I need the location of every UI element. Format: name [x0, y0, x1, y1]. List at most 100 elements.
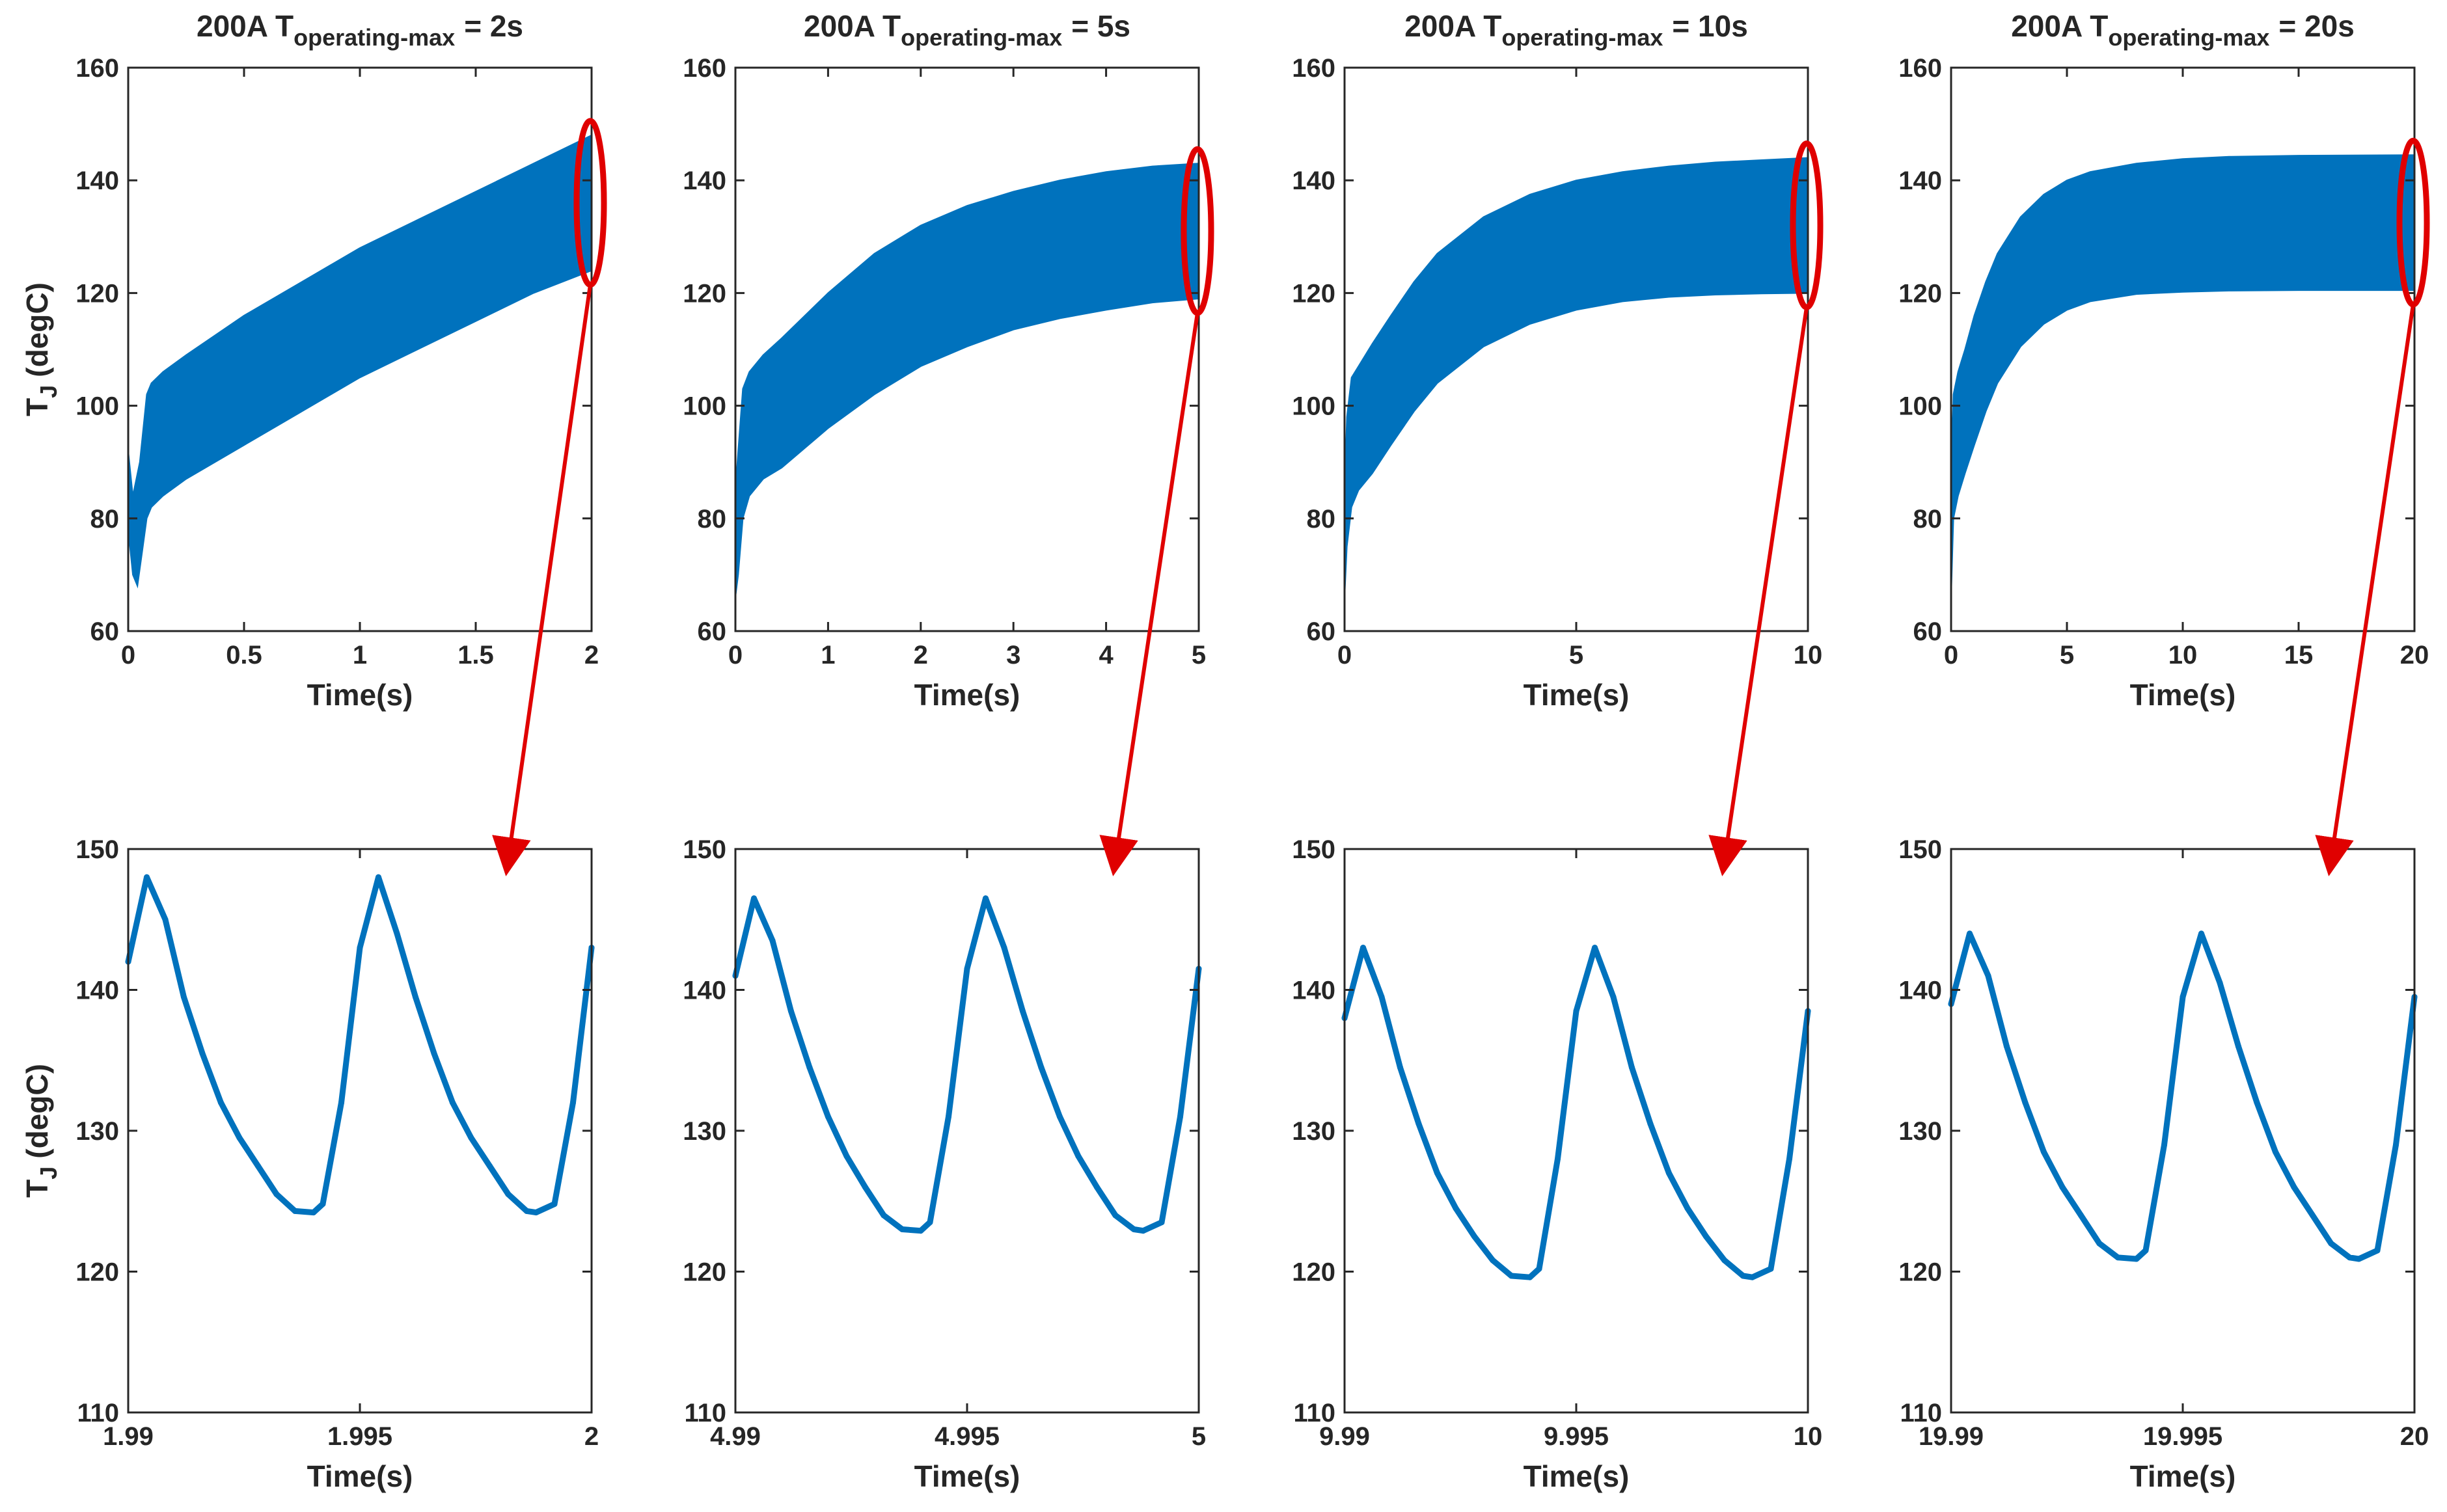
- data-point: [1647, 1120, 1654, 1127]
- zoom-arrow: [492, 284, 592, 876]
- data-point: [2077, 1212, 2084, 1219]
- chart-title-suffix: = 10s: [1672, 9, 1747, 43]
- data-point: [1056, 1113, 1063, 1120]
- data-point: [1985, 973, 1991, 979]
- chart-title: 200A Toperating-max = 10s: [1404, 9, 1748, 51]
- y-tick-label: 60: [1913, 617, 1943, 646]
- data-point: [2003, 1043, 2010, 1049]
- data-point: [2254, 1100, 2260, 1106]
- y-tick-label: 80: [1913, 505, 1943, 533]
- chart-panel-5: 110 120 130 140 150 4.99 4.995 5 Time(s): [683, 835, 1206, 1493]
- data-point: [1453, 1205, 1459, 1211]
- data-point: [1768, 1265, 1774, 1272]
- y-tick-label: 80: [1307, 505, 1336, 533]
- chart-title: 200A Toperating-max = 20s: [2011, 9, 2355, 51]
- data-point: [449, 1100, 456, 1106]
- series-line-0: [1341, 945, 1811, 1280]
- data-point: [751, 895, 757, 902]
- y-tick-label: 150: [683, 835, 726, 864]
- y-tick-label: 120: [1898, 279, 1942, 308]
- x-tick-label: 2: [584, 641, 599, 669]
- x-tick-label: 0: [728, 641, 743, 669]
- x-tick-label: 19.995: [2143, 1422, 2222, 1451]
- data-point: [787, 1008, 794, 1014]
- data-point: [1378, 993, 1385, 1000]
- zoom-arrow: [1708, 306, 1809, 876]
- data-point: [983, 895, 989, 902]
- y-tick-label: 160: [683, 54, 726, 83]
- data-point: [523, 1208, 530, 1214]
- data-point: [254, 1163, 261, 1169]
- y-tick-label: 130: [75, 1117, 119, 1146]
- chart-title-subscript: operating-max: [1501, 24, 1663, 51]
- chart-title-suffix: = 2s: [464, 9, 523, 43]
- series-band: [1950, 154, 2415, 598]
- data-point: [1001, 945, 1007, 951]
- data-point: [1490, 1257, 1496, 1263]
- y-tick-label: 100: [683, 392, 726, 421]
- chart-panel-3: 60 80 100 120 140 160 0 5 10 15 20 Time(s) 200A Tope…: [1898, 9, 2429, 712]
- data-point: [2328, 1240, 2334, 1247]
- data-point: [394, 930, 400, 937]
- data-point: [2272, 1149, 2278, 1155]
- y-tick-label: 160: [1292, 54, 1335, 83]
- data-point: [769, 938, 776, 944]
- x-tick-label: 2: [914, 641, 928, 669]
- x-tick-label: 20: [2400, 641, 2429, 669]
- y-tick-label: 120: [1292, 1258, 1335, 1287]
- x-tick-label: 5: [2060, 641, 2074, 669]
- x-tick-label: 4.99: [710, 1422, 761, 1451]
- x-tick-label: 0.5: [226, 641, 262, 669]
- y-tick-label: 120: [75, 279, 119, 308]
- data-point: [946, 1113, 951, 1120]
- y-tick-label: 140: [1292, 977, 1335, 1005]
- data-point: [964, 965, 970, 972]
- y-tick-label: 130: [1292, 1117, 1335, 1146]
- data-point: [273, 1191, 280, 1197]
- x-tick-label: 10: [2168, 641, 2198, 669]
- data-point: [236, 1135, 243, 1141]
- y-tick-label: 100: [1292, 392, 1335, 421]
- data-point: [1702, 1233, 1709, 1239]
- data-point: [1093, 1184, 1100, 1191]
- plot-frame: [1950, 66, 2416, 632]
- chart-title-main: 200A T: [1404, 9, 1501, 43]
- chart-panel-2: 60 80 100 120 140 160 0 5 10 Time(s) 200A Toperati…: [1292, 9, 1822, 712]
- data-point: [320, 1201, 326, 1208]
- y-tick-label: 120: [75, 1258, 119, 1287]
- data-point: [843, 1153, 850, 1159]
- y-tick-label: 130: [1898, 1117, 1942, 1146]
- plot-frame: [1343, 848, 1809, 1414]
- y-tick-label: 140: [75, 167, 119, 195]
- data-point: [2291, 1184, 2297, 1191]
- y-tick-label: 140: [1898, 167, 1942, 195]
- series-band: [128, 134, 592, 589]
- data-point: [2356, 1256, 2362, 1262]
- y-tick-label: 150: [75, 835, 119, 864]
- data-point: [1075, 1153, 1082, 1159]
- plot-frame: [734, 848, 1200, 1414]
- x-tick-label: 1: [353, 641, 367, 669]
- y-tick-label: 110: [1293, 1399, 1335, 1427]
- data-point: [1434, 1170, 1440, 1176]
- data-point: [862, 1184, 868, 1191]
- data-point: [1536, 1265, 1542, 1272]
- y-tick-label: 140: [683, 977, 726, 1005]
- y-tick-label: 150: [1898, 835, 1942, 864]
- x-tick-label: 9.995: [1544, 1422, 1609, 1451]
- zoom-arrow: [1099, 312, 1199, 876]
- y-tick-label: 110: [77, 1399, 119, 1427]
- data-point: [1158, 1219, 1165, 1226]
- data-point: [1555, 1155, 1561, 1162]
- data-point: [1628, 1064, 1635, 1071]
- x-axis-label: Time(s): [307, 678, 413, 712]
- data-point: [2346, 1254, 2353, 1261]
- y-tick-label: 140: [1292, 167, 1335, 195]
- chart-title-subscript: operating-max: [2108, 24, 2269, 51]
- data-point: [918, 1228, 924, 1234]
- data-point: [2022, 1100, 2029, 1106]
- data-point: [1140, 1228, 1147, 1234]
- x-tick-label: 1.99: [103, 1422, 154, 1451]
